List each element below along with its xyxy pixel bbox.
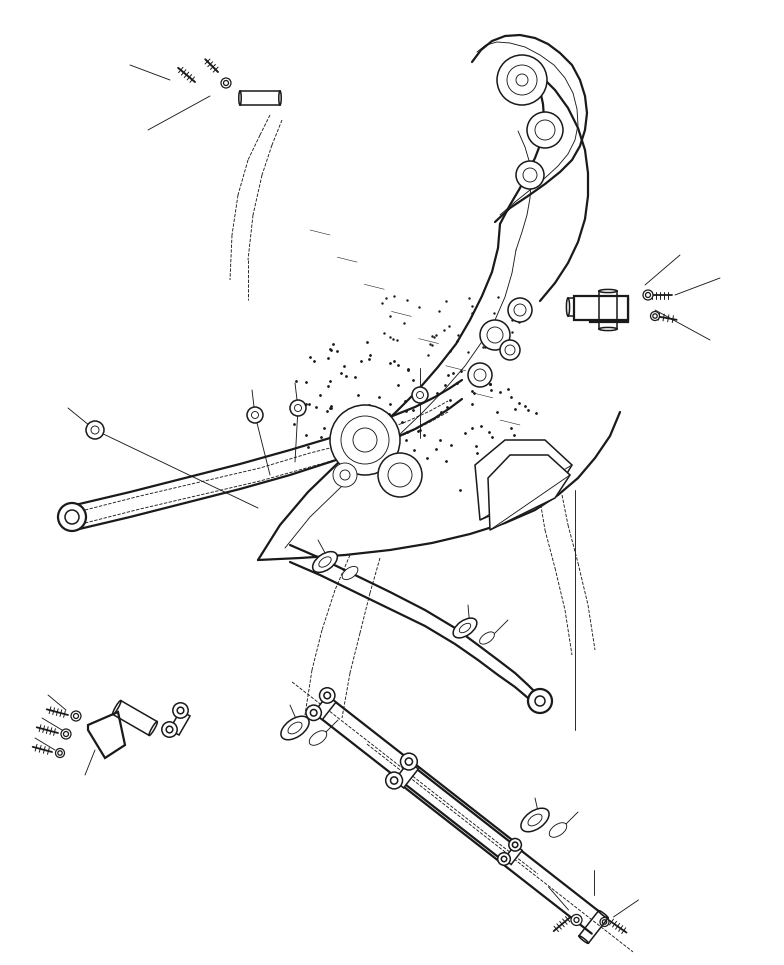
Circle shape xyxy=(487,327,503,343)
Circle shape xyxy=(221,78,231,88)
Circle shape xyxy=(388,463,412,487)
Circle shape xyxy=(162,722,177,737)
Ellipse shape xyxy=(149,722,158,735)
Ellipse shape xyxy=(279,91,281,105)
Ellipse shape xyxy=(480,632,495,644)
Ellipse shape xyxy=(550,823,567,838)
Circle shape xyxy=(306,705,321,721)
Circle shape xyxy=(166,727,172,732)
Circle shape xyxy=(290,400,306,416)
Circle shape xyxy=(516,74,528,86)
Circle shape xyxy=(91,426,99,434)
Circle shape xyxy=(64,731,68,736)
Circle shape xyxy=(468,363,492,387)
Circle shape xyxy=(86,421,104,439)
Circle shape xyxy=(295,404,302,411)
Circle shape xyxy=(416,392,423,399)
Circle shape xyxy=(498,853,510,866)
Circle shape xyxy=(651,312,659,320)
Circle shape xyxy=(74,713,78,719)
Circle shape xyxy=(56,749,64,758)
Polygon shape xyxy=(169,710,190,735)
Circle shape xyxy=(353,428,377,452)
Circle shape xyxy=(523,168,537,182)
Circle shape xyxy=(497,55,547,105)
Circle shape xyxy=(333,463,357,487)
Circle shape xyxy=(513,842,517,847)
Circle shape xyxy=(509,839,521,851)
Circle shape xyxy=(600,918,609,926)
Ellipse shape xyxy=(607,298,610,316)
Polygon shape xyxy=(488,455,570,530)
Circle shape xyxy=(390,777,397,785)
Circle shape xyxy=(571,915,582,925)
Circle shape xyxy=(341,416,389,464)
Polygon shape xyxy=(475,440,572,520)
Ellipse shape xyxy=(281,716,309,740)
Circle shape xyxy=(653,314,657,318)
Polygon shape xyxy=(504,844,522,865)
Ellipse shape xyxy=(239,91,241,105)
Polygon shape xyxy=(590,298,628,322)
Circle shape xyxy=(574,918,579,923)
Circle shape xyxy=(320,688,335,703)
Circle shape xyxy=(252,411,259,419)
Polygon shape xyxy=(574,296,628,320)
Polygon shape xyxy=(314,696,336,720)
Ellipse shape xyxy=(319,557,331,567)
Circle shape xyxy=(508,298,532,322)
Ellipse shape xyxy=(342,566,358,580)
Circle shape xyxy=(500,340,520,360)
Circle shape xyxy=(330,405,400,475)
Circle shape xyxy=(58,751,62,756)
Ellipse shape xyxy=(528,814,542,826)
Circle shape xyxy=(71,711,81,721)
Circle shape xyxy=(58,503,86,531)
Circle shape xyxy=(340,470,350,480)
Circle shape xyxy=(405,758,412,765)
Circle shape xyxy=(535,696,545,706)
Ellipse shape xyxy=(309,731,327,745)
Circle shape xyxy=(65,510,79,524)
Circle shape xyxy=(501,856,506,862)
Ellipse shape xyxy=(313,552,337,572)
Circle shape xyxy=(247,407,263,423)
Ellipse shape xyxy=(288,722,302,734)
Circle shape xyxy=(514,304,526,316)
Circle shape xyxy=(172,703,188,718)
Circle shape xyxy=(645,292,651,297)
Circle shape xyxy=(602,920,607,924)
Polygon shape xyxy=(88,712,125,758)
Circle shape xyxy=(535,120,555,140)
Ellipse shape xyxy=(579,936,589,944)
Circle shape xyxy=(324,692,331,699)
Circle shape xyxy=(507,65,537,95)
Circle shape xyxy=(516,161,544,189)
Circle shape xyxy=(61,729,71,739)
Circle shape xyxy=(505,345,515,355)
Circle shape xyxy=(177,707,183,714)
Ellipse shape xyxy=(453,619,477,638)
Ellipse shape xyxy=(459,623,470,633)
Circle shape xyxy=(310,709,317,716)
Circle shape xyxy=(527,112,563,148)
Ellipse shape xyxy=(599,327,617,331)
Circle shape xyxy=(643,290,653,300)
Circle shape xyxy=(386,772,402,789)
Circle shape xyxy=(378,453,422,497)
Circle shape xyxy=(412,387,428,403)
Ellipse shape xyxy=(598,911,608,918)
Ellipse shape xyxy=(566,298,569,316)
Circle shape xyxy=(223,80,228,86)
Circle shape xyxy=(401,754,417,770)
Circle shape xyxy=(480,320,510,350)
Ellipse shape xyxy=(113,701,121,714)
Circle shape xyxy=(528,689,552,713)
Ellipse shape xyxy=(521,809,549,832)
Ellipse shape xyxy=(599,290,617,292)
Polygon shape xyxy=(394,761,419,787)
Circle shape xyxy=(474,369,486,381)
